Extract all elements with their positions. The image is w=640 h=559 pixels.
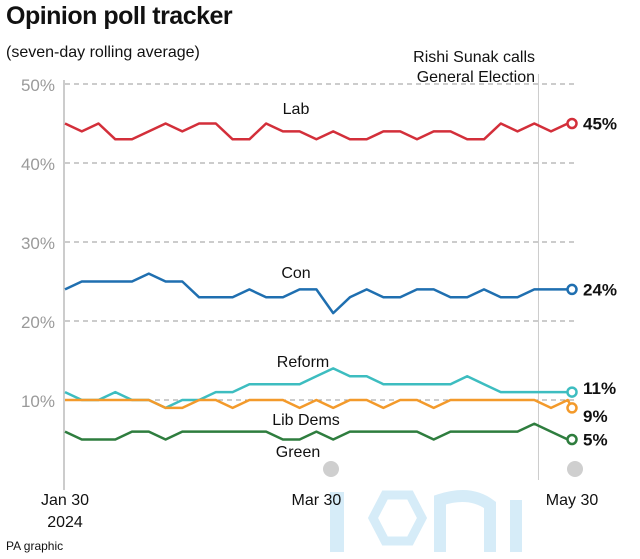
credit: PA graphic bbox=[6, 539, 64, 553]
series-line-lib-dems bbox=[65, 398, 574, 410]
end-label-reform: 11% bbox=[583, 379, 616, 398]
y-tick-label: 10% bbox=[21, 392, 55, 411]
chart-subtitle: (seven-day rolling average) bbox=[6, 44, 200, 61]
watermark-mark bbox=[330, 492, 344, 552]
end-point-lab bbox=[566, 117, 578, 130]
chart-title: Opinion poll tracker bbox=[6, 2, 233, 30]
election-annotation: Rishi Sunak calls General Election bbox=[335, 48, 535, 88]
series-line-con bbox=[64, 272, 572, 315]
end-label-con: 24% bbox=[583, 280, 617, 299]
end-point-green bbox=[566, 433, 578, 446]
watermark-dot bbox=[323, 461, 339, 477]
x-tick-label: May 30 bbox=[546, 492, 599, 509]
watermark-mark bbox=[367, 490, 428, 546]
y-tick-label: 20% bbox=[21, 313, 55, 332]
series-label-con: Con bbox=[281, 265, 310, 282]
end-point-con bbox=[566, 283, 578, 296]
end-label-lab: 45% bbox=[583, 115, 617, 134]
annotation-line-1: Rishi Sunak calls bbox=[413, 49, 535, 66]
series-line-green bbox=[64, 422, 572, 441]
y-tick-label: 50% bbox=[21, 76, 55, 95]
series-label-lab: Lab bbox=[283, 101, 310, 118]
y-tick-label: 40% bbox=[21, 155, 55, 174]
end-label-green: 5% bbox=[583, 431, 608, 450]
watermark-mark bbox=[434, 490, 496, 552]
end-point-lib-dems bbox=[566, 402, 578, 414]
annotation-line-2: General Election bbox=[416, 69, 535, 86]
end-label-lib-dems: 9% bbox=[583, 407, 608, 426]
x-tick-sublabel: 2024 bbox=[47, 514, 83, 531]
x-tick-label: Mar 30 bbox=[292, 492, 342, 509]
series-line-lab bbox=[64, 122, 572, 141]
end-point-reform bbox=[566, 386, 578, 398]
watermark-dot bbox=[567, 461, 583, 477]
series-label-reform: Reform bbox=[277, 354, 329, 371]
series-label-green: Green bbox=[276, 444, 320, 461]
watermark-mark bbox=[510, 500, 522, 552]
x-tick-label: Jan 30 bbox=[41, 492, 89, 509]
y-tick-label: 30% bbox=[21, 234, 55, 253]
series-label-lib-dems: Lib Dems bbox=[272, 412, 340, 429]
